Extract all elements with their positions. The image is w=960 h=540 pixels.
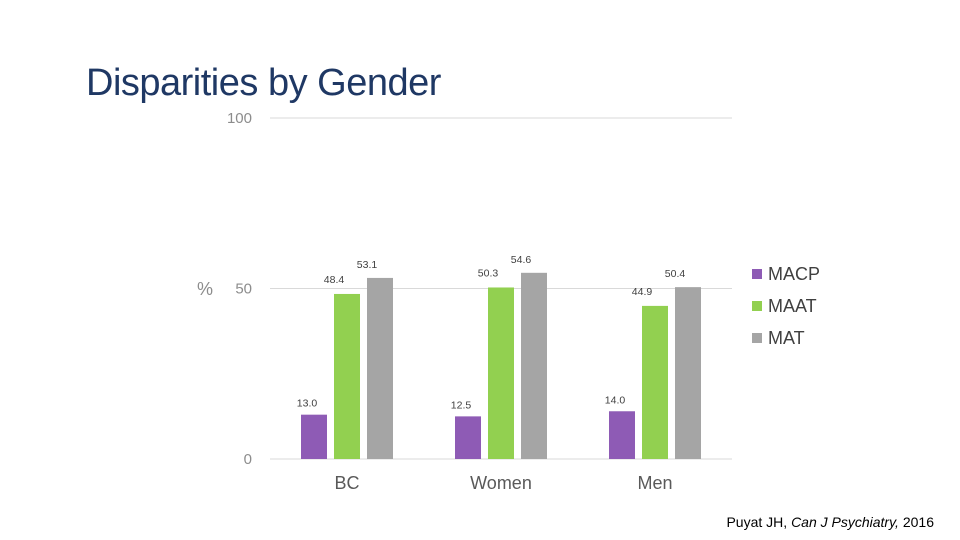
data-label-mat-men: 50.4 <box>665 268 686 280</box>
bar-mat-women <box>521 272 547 459</box>
data-label-mat-bc: 53.1 <box>357 259 378 271</box>
bar-maat-bc <box>334 293 360 459</box>
citation-authors: Puyat JH, <box>726 514 792 530</box>
category-labels: BC Women Men <box>334 473 672 493</box>
legend-item-macp: MACP <box>752 258 820 290</box>
legend-swatch-macp <box>752 269 762 279</box>
data-label-macp-bc: 13.0 <box>297 398 318 410</box>
legend-label-macp: MACP <box>768 263 821 284</box>
data-label-maat-women: 50.3 <box>478 267 499 279</box>
legend-label-maat: MAAT <box>768 295 817 316</box>
citation-journal: Can J Psychiatry, <box>791 514 899 530</box>
bar-mat-bc <box>367 277 393 459</box>
data-label-macp-women: 12.5 <box>451 399 472 411</box>
legend-item-mat: MAT <box>752 322 820 354</box>
bars <box>301 272 701 459</box>
category-label-men: Men <box>637 473 672 493</box>
bar-maat-women <box>488 287 514 459</box>
bar-maat-men <box>642 305 668 459</box>
citation-year: 2016 <box>898 514 934 530</box>
y-tick-label-100: 100 <box>227 110 252 127</box>
y-tick-label-50: 50 <box>235 281 252 298</box>
bar-macp-men <box>609 411 635 459</box>
bar-macp-women <box>455 416 481 459</box>
slide-title: Disparities by Gender <box>86 62 441 104</box>
data-labels: 13.0 48.4 53.1 12.5 50.3 54.6 14.0 44.9 50.4 <box>297 254 686 412</box>
data-label-maat-men: 44.9 <box>632 286 653 298</box>
y-tick-label-0: 0 <box>244 451 252 468</box>
y-axis-label: % <box>197 279 213 299</box>
legend-swatch-mat <box>752 333 762 343</box>
bar-macp-bc <box>301 414 327 459</box>
y-axis-ticks: 0 50 100 <box>227 110 252 468</box>
legend-label-mat: MAT <box>768 327 805 348</box>
data-label-maat-bc: 48.4 <box>324 274 345 286</box>
citation: Puyat JH, Can J Psychiatry, 2016 <box>726 514 934 530</box>
chart-legend: MACP MAAT MAT <box>752 258 820 354</box>
legend-item-maat: MAAT <box>752 290 820 322</box>
category-label-women: Women <box>470 473 532 493</box>
category-label-bc: BC <box>334 473 359 493</box>
data-label-mat-women: 54.6 <box>511 254 532 266</box>
legend-swatch-maat <box>752 301 762 311</box>
bar-mat-men <box>675 287 701 459</box>
data-label-macp-men: 14.0 <box>605 394 626 406</box>
